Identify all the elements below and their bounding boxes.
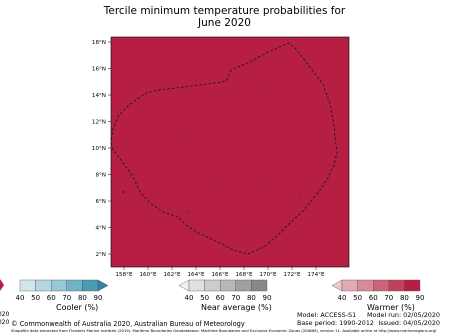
island-marker [269,189,271,191]
lon-tick-label: 164°E [187,272,204,278]
colorbar-tick-label: 50 [31,294,40,302]
model-name: Model: ACCESS-S1 [297,311,357,319]
colorbar-segment [19,279,36,292]
colorbar-arrow [331,279,343,292]
map-title-line2: June 2020 [198,17,251,29]
colorbar-tick-label: 60 [216,294,225,302]
colorbar-segment [82,279,99,292]
colorbar-segment [66,279,83,292]
colorbar-segment [341,279,358,292]
colorbar-segment [188,279,205,292]
colorbar-segment [373,279,390,292]
lat-tick-label: 6°N [95,199,106,205]
colorbar-segment [204,279,221,292]
colorbar-tick-label: 50 [353,294,362,302]
colorbar-segment [251,279,268,292]
lon-tick-label: 166°E [211,272,228,278]
island-marker [299,194,301,196]
latitude-tick-labels: 18°N 16°N 14°N 12°N 10°N 8°N 6°N 4°N 2°N [92,40,111,258]
colorbar-tick-label: 80 [78,294,87,302]
lat-tick-label: 12°N [92,120,106,126]
colorbar-tick-label: 70 [62,294,71,302]
lon-tick-label: 162°E [163,272,180,278]
colorbar-tick-label: 90 [416,294,425,302]
lon-tick-label: 158°E [115,272,132,278]
island-marker [261,184,263,186]
warmer-label: Warmer (%) [367,303,415,312]
warmer-colorbar: 40 50 60 70 80 90 [331,279,425,302]
copyright-notice: © Commonwealth of Australia 2020, Austra… [11,320,245,328]
model-run: Model run: 02/05/2020 [367,311,440,319]
island-marker [244,235,246,237]
lon-tick-label: 172°E [283,272,300,278]
lat-tick-label: 16°N [92,67,106,73]
lon-tick-label: 160°E [139,272,156,278]
near-average-label: Near average (%) [201,303,272,312]
clipped-colorbar-arrow [0,279,4,291]
colorbar-tick-label: 40 [338,294,347,302]
colorbar-segment [357,279,374,292]
map-title-line1: Tercile minimum temperature probabilitie… [103,5,346,17]
island-marker [182,129,184,131]
cooler-colorbar: 40 50 60 70 80 90 [16,279,109,302]
lon-tick-label: 168°E [235,272,252,278]
lat-tick-label: 2°N [95,252,106,258]
cooler-label: Cooler (%) [56,303,99,312]
lat-tick-label: 14°N [92,93,106,99]
map-frame [110,36,350,268]
colorbar-tick-label: 40 [16,294,25,302]
lat-tick-label: 18°N [92,40,106,46]
island-marker [269,91,271,93]
near-average-colorbar: 40 50 60 70 80 90 [178,279,272,302]
colorbar-tick-label: 60 [369,294,378,302]
island-marker [122,191,124,193]
island-marker [186,211,188,213]
colorbar-tick-label: 40 [185,294,194,302]
colorbar-tick-label: 90 [263,294,272,302]
colorbar-segment [388,279,405,292]
colorbar-tick-label: 50 [200,294,209,302]
colorbar-tick-label: 60 [47,294,56,302]
colorbar-arrow [178,279,190,292]
lat-tick-label: 10°N [92,146,106,152]
colorbar-tick-label: 90 [94,294,103,302]
colorbar-segment [404,279,421,292]
colorbar-tick-label: 70 [384,294,393,302]
eez-boundary [110,42,338,255]
colorbar-segment [51,279,68,292]
colorbar-tick-label: 80 [400,294,409,302]
colorbar-tick-label: 70 [231,294,240,302]
island-marker [217,181,219,183]
lon-tick-label: 174°E [307,272,324,278]
shapefile-credit: Shapefile data extracted from Flanders M… [11,328,437,333]
longitude-tick-labels: 158°E 160°E 162°E 164°E 166°E 168°E 170°E 172°E… [115,267,325,278]
lon-tick-label: 170°E [259,272,276,278]
colorbar-segment [35,279,52,292]
colorbar-segment [219,279,236,292]
clipped-left-text: 2020 [0,311,10,318]
lat-tick-label: 8°N [95,173,106,179]
clipped-left-text: 2020 [0,319,10,326]
island-marker [290,213,292,215]
colorbar-tick-label: 80 [247,294,256,302]
base-period: Base period: 1990-2012 [297,319,374,327]
colorbar-arrow [97,279,109,292]
colorbar-segment [235,279,252,292]
issued-date: Issued: 04/05/2020 [378,319,440,327]
lat-tick-label: 4°N [95,226,106,232]
